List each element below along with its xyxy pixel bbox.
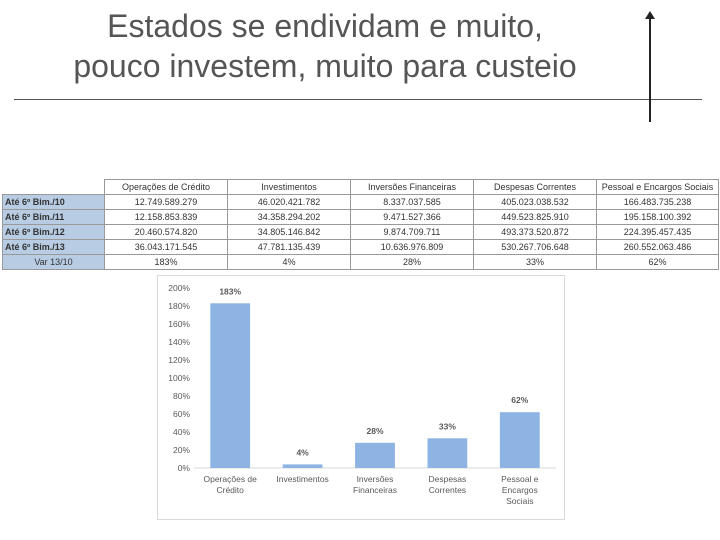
title-line-1: Estados se endividam e muito,	[107, 8, 543, 44]
table-corner-cell	[2, 179, 105, 195]
x-tick-label: Correntes	[429, 485, 466, 495]
y-tick-label: 80%	[173, 391, 190, 401]
bar	[427, 438, 468, 468]
table-cell: 12.749.589.279	[104, 194, 228, 210]
x-tick-label: Sociais	[506, 496, 533, 506]
table-cell: 47.781.135.439	[227, 239, 351, 255]
arrow-up-icon	[645, 11, 655, 19]
table-cell: 224.395.457.435	[596, 224, 719, 240]
table-row-variation: Var 13/10 183% 4% 28% 33% 62%	[2, 254, 719, 270]
table-row: Até 6º Bim./10 12.749.589.279 46.020.421…	[2, 194, 719, 210]
table-cell: 34.358.294.202	[227, 209, 351, 225]
table-header-cell: Operações de Crédito	[104, 179, 228, 195]
y-tick-label: 20%	[173, 445, 190, 455]
table-row: Até 6º Bim./11 12.158.853.839 34.358.294…	[2, 209, 719, 225]
bar-chart: 0% 20% 40% 60% 80% 100% 120% 140% 160% 180% 200% 18…	[168, 283, 556, 506]
table-cell: 8.337.037.585	[350, 194, 474, 210]
y-tick-label: 200%	[168, 283, 190, 293]
table-header-row: Operações de Crédito Investimentos Inver…	[2, 179, 719, 195]
table-row-label: Até 6º Bim./11	[2, 209, 105, 225]
y-tick-label: 100%	[168, 373, 190, 383]
table-cell: 28%	[350, 254, 474, 270]
table-header-cell: Despesas Correntes	[473, 179, 597, 195]
page-title: Estados se endividam e muito, pouco inve…	[0, 6, 650, 86]
table-cell: 449.523.825.910	[473, 209, 597, 225]
table-cell: 405.023.038.532	[473, 194, 597, 210]
table-cell: 46.020.421.782	[227, 194, 351, 210]
bar	[355, 442, 395, 468]
x-tick-label: Despesas	[428, 474, 466, 484]
table-cell: 493.373.520.872	[473, 224, 597, 240]
table-cell: 530.267.706.648	[473, 239, 597, 255]
table-row-label: Até 6º Bim./10	[2, 194, 105, 210]
vertical-arrow-line	[649, 16, 651, 122]
y-tick-label: 160%	[168, 319, 190, 329]
bar	[210, 303, 251, 468]
y-tick-label: 40%	[173, 427, 190, 437]
table-header-cell: Inversões Financeiras	[350, 179, 474, 195]
table-row-label: Var 13/10	[2, 254, 105, 270]
table-row: Até 6º Bim./12 20.460.574.820 34.805.146…	[2, 224, 719, 240]
data-label: 62%	[511, 395, 528, 405]
x-tick-label: Pessoal e	[501, 474, 539, 484]
table-cell: 9.874.709.711	[350, 224, 474, 240]
table-cell: 260.552.063.486	[596, 239, 719, 255]
title-divider	[14, 99, 702, 100]
table-row-label: Até 6º Bim./13	[2, 239, 105, 255]
x-tick-label: Crédito	[216, 485, 244, 495]
table-cell: 36.043.171.545	[104, 239, 228, 255]
y-tick-label: 60%	[173, 409, 190, 419]
x-tick-label: Investimentos	[276, 474, 328, 484]
data-label: 33%	[439, 421, 456, 431]
table-cell: 183%	[104, 254, 228, 270]
table-header-cell: Investimentos	[227, 179, 351, 195]
table-header-cell: Pessoal e Encargos Sociais	[596, 179, 719, 195]
x-tick-label: Inversões	[357, 474, 394, 484]
bar-chart-panel: 0% 20% 40% 60% 80% 100% 120% 140% 160% 180% 200% 18…	[157, 275, 565, 520]
table-cell: 10.636.976.809	[350, 239, 474, 255]
title-line-2: pouco investem, muito para custeio	[73, 48, 577, 84]
table-cell: 34.805.146.842	[227, 224, 351, 240]
data-table: Operações de Crédito Investimentos Inver…	[2, 179, 719, 270]
table-cell: 166.483.735.238	[596, 194, 719, 210]
y-tick-label: 0%	[178, 463, 191, 473]
x-tick-label: Encargos	[502, 485, 538, 495]
bar	[282, 464, 323, 468]
table-cell: 33%	[473, 254, 597, 270]
table-cell: 195.158.100.392	[596, 209, 719, 225]
y-tick-label: 120%	[168, 355, 190, 365]
x-tick-label: Operações de	[203, 474, 257, 484]
table-row: Até 6º Bim./13 36.043.171.545 47.781.135…	[2, 239, 719, 255]
x-tick-label: Financeiras	[353, 485, 397, 495]
y-tick-label: 180%	[168, 301, 190, 311]
table-cell: 12.158.853.839	[104, 209, 228, 225]
data-label: 4%	[296, 447, 309, 457]
table-row-label: Até 6º Bim./12	[2, 224, 105, 240]
table-cell: 62%	[596, 254, 719, 270]
bar	[499, 412, 540, 468]
table-cell: 20.460.574.820	[104, 224, 228, 240]
data-label: 183%	[219, 286, 241, 296]
data-label: 28%	[366, 426, 383, 436]
y-tick-label: 140%	[168, 337, 190, 347]
table-cell: 4%	[227, 254, 351, 270]
table-cell: 9.471.527.366	[350, 209, 474, 225]
